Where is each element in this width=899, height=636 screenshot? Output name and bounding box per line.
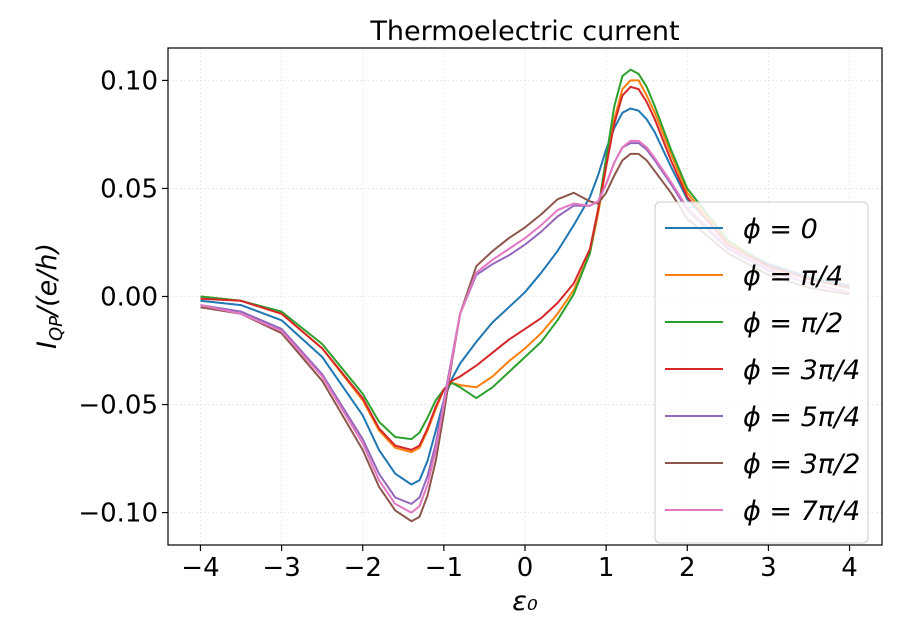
chart-title: Thermoelectric current [369,16,679,47]
series-line-1 [200,79,850,454]
y-axis-label: IQP/(e/h) [32,243,67,349]
y-tick-label: −0.10 [78,499,158,529]
y-tick-label: 0.05 [100,174,158,204]
x-tick-label: 3 [760,553,777,583]
legend-label: ϕ = 0 [743,214,818,245]
x-tick-label: 0 [517,553,534,583]
series-lines [200,68,850,523]
series-line-4 [200,142,850,505]
series-line-5 [200,152,850,523]
legend-label: ϕ = π/4 [743,261,843,292]
series-line-3 [200,85,850,451]
series-line-0 [200,107,850,486]
x-tick-label: 1 [598,553,615,583]
x-axis-ticks: −4 −3 −2 −1 0 1 2 3 4 [181,545,858,583]
legend-label: ϕ = 3π/2 [743,449,860,480]
legend-label: ϕ = 3π/4 [743,355,860,386]
series-line-6 [200,139,850,514]
legend-label: ϕ = π/2 [743,308,843,339]
y-tick-label: 0.00 [100,283,158,313]
x-tick-label: 2 [679,553,696,583]
legend-label: ϕ = 7π/4 [743,496,860,527]
x-tick-label: −2 [344,553,382,583]
x-axis-label: ε₀ [512,586,538,617]
x-tick-label: −3 [262,553,300,583]
y-axis-ticks: −0.10 −0.05 0.00 0.05 0.10 [78,66,168,529]
x-tick-label: 4 [841,553,858,583]
x-tick-label: −1 [425,553,463,583]
y-tick-label: 0.10 [100,66,158,96]
legend: ϕ = 0 ϕ = π/4 ϕ = π/2 ϕ = 3π/4 ϕ = 5π/4 ϕ = 3… [654,201,869,544]
x-tick-label: −4 [181,553,219,583]
y-tick-label: −0.05 [78,391,158,421]
legend-box [654,201,869,544]
legend-label: ϕ = 5π/4 [743,402,860,433]
series-line-2 [200,68,850,441]
